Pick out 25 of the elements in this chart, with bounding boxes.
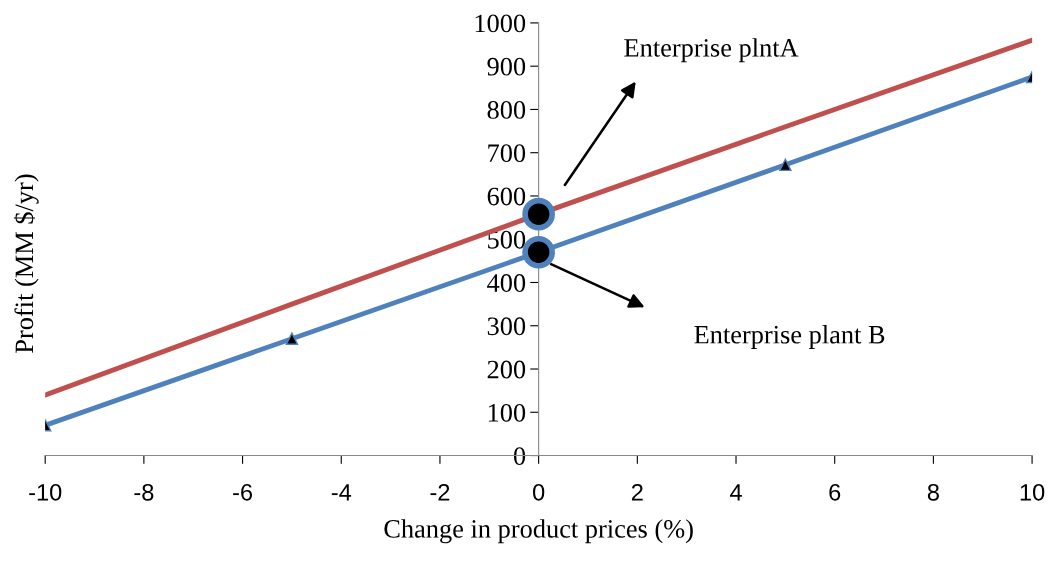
x-tick-label: -10 bbox=[29, 483, 62, 501]
y-tick-label: 600 bbox=[487, 187, 526, 206]
y-tick-label: 900 bbox=[487, 57, 526, 76]
x-tick-label: -2 bbox=[430, 483, 450, 501]
annotation: Enterprise plntA bbox=[624, 38, 799, 63]
x-tick-label: 6 bbox=[829, 483, 841, 501]
x-tick-label: 8 bbox=[927, 483, 939, 501]
y-tick-label: 400 bbox=[487, 274, 526, 292]
x-tick-label: -6 bbox=[233, 483, 253, 501]
y-tick-label: 700 bbox=[488, 144, 526, 163]
y-axis-title: Profit (MM $/yr) bbox=[13, 174, 39, 353]
x-tick-label: -4 bbox=[331, 484, 352, 501]
x-tick-label: 4 bbox=[729, 484, 742, 501]
y-tick-label: 800 bbox=[487, 101, 526, 119]
x-tick-label: -8 bbox=[134, 483, 154, 501]
y-tick-label: 1000 bbox=[475, 14, 526, 33]
y-tick-label: 300 bbox=[487, 317, 526, 336]
x-tick-label: 10 bbox=[1020, 483, 1045, 501]
x-axis-title: Change in product prices (%) bbox=[384, 519, 693, 544]
y-tick-label: 200 bbox=[487, 360, 526, 379]
y-tick-label: 100 bbox=[488, 403, 526, 422]
x-tick-label: 2 bbox=[631, 483, 643, 501]
x-tick-label: 0 bbox=[532, 483, 545, 501]
line-series bbox=[45, 37, 1033, 398]
annotation: Enterprise plant B bbox=[694, 325, 885, 349]
